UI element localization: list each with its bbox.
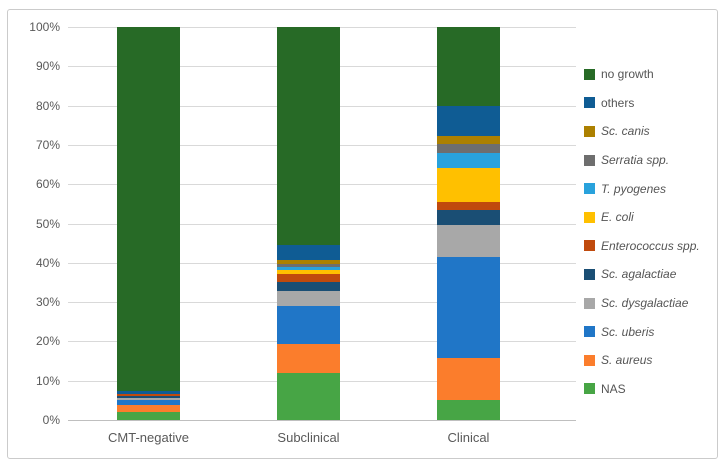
segment-t-pyogenes bbox=[437, 153, 500, 169]
segment-enterococcus-spp- bbox=[117, 394, 180, 397]
segment-sc-dysgalactiae bbox=[437, 225, 500, 257]
y-tick-label-100%: 100% bbox=[29, 20, 60, 34]
legend-item-sc-uberis: Sc. uberis bbox=[584, 317, 700, 346]
legend-swatch-icon bbox=[584, 268, 595, 280]
segment-others bbox=[437, 106, 500, 136]
y-tick-label-80%: 80% bbox=[35, 98, 60, 113]
segment-serratia-spp- bbox=[277, 264, 340, 267]
segment-sc-uberis bbox=[117, 399, 180, 406]
y-tick-label-40%: 40% bbox=[35, 255, 60, 270]
legend-item-s-aureus: S. aureus bbox=[584, 346, 700, 375]
legend-item-others: others bbox=[584, 89, 700, 118]
gridline-0% bbox=[68, 420, 576, 421]
legend-swatch-icon bbox=[584, 383, 595, 395]
segment-sc-agalactiae bbox=[437, 210, 500, 226]
bar-subclinical bbox=[277, 27, 340, 420]
segment-nas bbox=[277, 373, 340, 420]
legend-label: S. aureus bbox=[601, 353, 653, 368]
segment-nas bbox=[117, 412, 180, 420]
segment-serratia-spp- bbox=[437, 144, 500, 154]
legend-item-sc-canis: Sc. canis bbox=[584, 117, 700, 146]
chart-legend: no growth others Sc. canis Serratia spp. T. … bbox=[584, 60, 700, 403]
legend-label: T. pyogenes bbox=[601, 181, 666, 196]
y-tick-label-10%: 10% bbox=[35, 373, 60, 388]
segment-enterococcus-spp- bbox=[437, 202, 500, 211]
legend-swatch-icon bbox=[584, 97, 595, 109]
legend-swatch-icon bbox=[584, 183, 595, 195]
segment-no-growth bbox=[117, 27, 180, 391]
legend-item-sc-agalactiae: Sc. agalactiae bbox=[584, 260, 700, 289]
x-category-label-clinical: Clinical bbox=[447, 430, 490, 445]
legend-item-t-pyogenes: T. pyogenes bbox=[584, 174, 700, 203]
legend-item-no-growth: no growth bbox=[584, 60, 700, 89]
legend-item-e-coli: E. coli bbox=[584, 203, 700, 232]
y-tick-label-60%: 60% bbox=[35, 177, 60, 192]
legend-item-nas: NAS bbox=[584, 375, 700, 404]
segment-e-coli bbox=[277, 269, 340, 274]
segment-sc-dysgalactiae bbox=[277, 290, 340, 306]
segment-nas bbox=[437, 399, 500, 420]
legend-label: others bbox=[601, 95, 635, 110]
segment-enterococcus-spp- bbox=[277, 273, 340, 283]
legend-label: E. coli bbox=[601, 210, 634, 225]
bar-cmt-negative bbox=[117, 27, 180, 420]
segment-others bbox=[277, 244, 340, 261]
x-category-label-subclinical: Subclinical bbox=[277, 430, 340, 445]
legend-label: Sc. agalactiae bbox=[601, 267, 677, 282]
y-tick-label-90%: 90% bbox=[35, 59, 60, 74]
y-tick-label-20%: 20% bbox=[35, 334, 60, 349]
segment-sc-agalactiae bbox=[277, 282, 340, 291]
legend-swatch-icon bbox=[584, 211, 595, 223]
legend-item-sc-dysgalactiae: Sc. dysgalactiae bbox=[584, 289, 700, 318]
legend-label: no growth bbox=[601, 67, 654, 82]
segment-s-aureus bbox=[437, 357, 500, 400]
segment-sc-canis bbox=[437, 135, 500, 145]
legend-item-serratia-spp-: Serratia spp. bbox=[584, 146, 700, 175]
legend-swatch-icon bbox=[584, 354, 595, 366]
bar-clinical bbox=[437, 27, 500, 420]
legend-label: Enterococcus spp. bbox=[601, 238, 700, 253]
segment-s-aureus bbox=[277, 344, 340, 374]
segment-no-growth bbox=[277, 27, 340, 245]
x-category-label-cmt-negative: CMT-negative bbox=[108, 430, 189, 445]
legend-label: NAS bbox=[601, 381, 626, 396]
segment-sc-agalactiae bbox=[117, 396, 180, 399]
segment-e-coli bbox=[437, 168, 500, 203]
y-tick-label-70%: 70% bbox=[35, 137, 60, 152]
segment-t-pyogenes bbox=[277, 266, 340, 270]
legend-item-enterococcus-spp-: Enterococcus spp. bbox=[584, 232, 700, 261]
y-tick-label-50%: 50% bbox=[35, 216, 60, 231]
y-tick-label-0%: 0% bbox=[42, 413, 60, 427]
legend-label: Serratia spp. bbox=[601, 153, 670, 168]
legend-swatch-icon bbox=[584, 240, 595, 252]
segment-no-growth bbox=[437, 27, 500, 107]
legend-swatch-icon bbox=[584, 68, 595, 80]
segment-others bbox=[117, 390, 180, 395]
legend-label: Sc. dysgalactiae bbox=[601, 296, 689, 311]
legend-swatch-icon bbox=[584, 297, 595, 309]
legend-label: Sc. canis bbox=[601, 124, 650, 139]
legend-swatch-icon bbox=[584, 154, 595, 166]
legend-swatch-icon bbox=[584, 326, 595, 338]
segment-s-aureus bbox=[117, 405, 180, 413]
legend-swatch-icon bbox=[584, 125, 595, 137]
segment-sc-dysgalactiae bbox=[117, 398, 180, 400]
segment-sc-uberis bbox=[277, 305, 340, 345]
y-tick-label-30%: 30% bbox=[35, 295, 60, 310]
legend-label: Sc. uberis bbox=[601, 324, 655, 339]
segment-sc-uberis bbox=[437, 256, 500, 358]
segment-sc-canis bbox=[277, 260, 340, 265]
